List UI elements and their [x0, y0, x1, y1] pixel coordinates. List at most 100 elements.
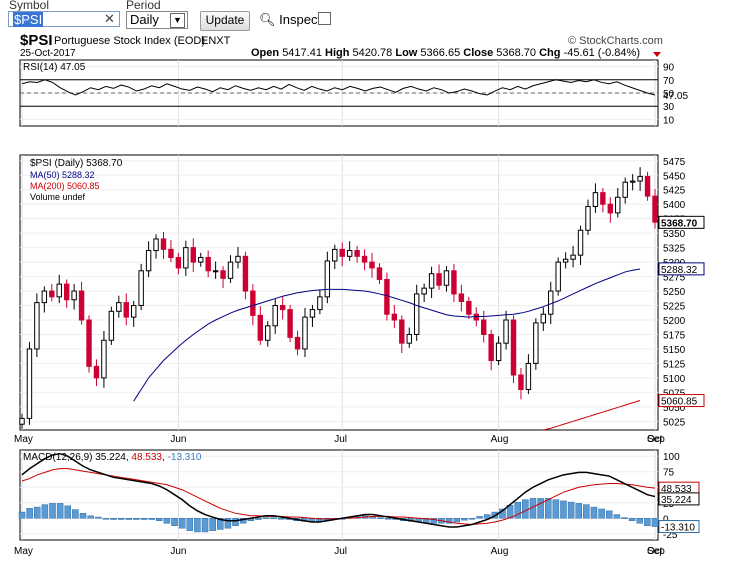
macd-histogram-bar [148, 518, 155, 520]
candle-body [116, 302, 122, 312]
macd-histogram-bar [605, 510, 613, 519]
candle-body [458, 293, 465, 302]
candle-body [339, 248, 345, 257]
candle-body [361, 255, 368, 263]
inspect-toggle[interactable]: 🔍︎ Inspect [259, 12, 321, 28]
ma200-value: 5060.85 [661, 397, 698, 408]
candle-body [317, 296, 323, 311]
candle-body [622, 181, 628, 198]
rsi-line [21, 79, 656, 96]
candle-body [600, 192, 606, 205]
rsi-y-tick-label: 10 [663, 115, 675, 126]
candle-body [592, 192, 599, 208]
macd-line [21, 452, 656, 528]
macd-histogram-value-box [658, 520, 700, 534]
update-button[interactable]: Update [200, 11, 250, 31]
rsi-legend: RSI(14) 47.05 [23, 62, 86, 73]
macd-histogram-bar [483, 514, 491, 519]
macd-histogram-bar [178, 518, 186, 529]
macd-histogram-bar [133, 518, 140, 520]
candle-body [518, 374, 524, 390]
macd-x-tick-label: Sep [647, 546, 665, 557]
price-y-tick-label: 5150 [663, 345, 686, 356]
candle-body [332, 248, 338, 262]
price-panel [19, 154, 659, 431]
macd-y-tick-label: 100 [663, 452, 680, 463]
candle-body [481, 319, 487, 335]
candle-body [198, 256, 204, 263]
candle-body [250, 290, 256, 316]
ohlc-readout: Open 5417.41 High 5420.78 Low 5366.65 Cl… [251, 47, 640, 59]
chart-area: $PSI Portuguese Stock Index (EOD) ENXT 2… [14, 32, 705, 557]
clear-icon[interactable]: ✕ [104, 11, 115, 26]
candle-body [533, 322, 539, 364]
symbol-label: Symbol [9, 0, 50, 12]
price-y-tick-label: 5475 [663, 157, 686, 168]
price-x-tick-label: Jul [334, 434, 347, 445]
candle-body [443, 270, 450, 286]
candle-body [302, 316, 308, 350]
symbol-input[interactable]: $PSI [8, 11, 120, 27]
macd-histogram-bar [33, 506, 41, 519]
candle-body [548, 290, 554, 315]
price-y-tick-label: 5175 [663, 330, 686, 341]
rsi-y-tick-label: 90 [663, 63, 675, 74]
candle-body [540, 313, 547, 324]
macd-histogram-bar [514, 501, 521, 519]
macd-histogram-bar [140, 518, 148, 520]
price-x-tick-label: Jun [170, 434, 186, 445]
price-y-tick-label: 5050 [663, 403, 686, 414]
macd-histogram-bar [201, 518, 209, 533]
price-y-tick-label: 5325 [663, 244, 686, 255]
macd-value: 35.224 [661, 495, 692, 506]
macd-histogram-bar [224, 518, 232, 529]
macd-histogram-bar [537, 498, 544, 519]
price-y-tick-label: 5225 [663, 302, 686, 313]
macd-histogram-bar [613, 514, 621, 519]
ma50-line [133, 268, 641, 402]
candle-body [86, 319, 92, 367]
macd-histogram-bar [628, 518, 636, 522]
candle-body [56, 283, 62, 298]
inspect-checkbox[interactable] [318, 12, 331, 25]
candle-body [562, 258, 569, 263]
macd-histogram-bar [95, 516, 102, 519]
chart-ticker: $PSI [20, 32, 53, 49]
macd-histogram-bar [156, 518, 163, 522]
candle-body [406, 333, 412, 344]
price-x-tick-label: Oct [647, 434, 663, 445]
price-y-tick-label: 5250 [663, 287, 686, 298]
candle-body [607, 203, 614, 214]
candle-body [108, 310, 115, 341]
macd-histogram-bar [445, 518, 453, 524]
macd-histogram-bar [194, 518, 201, 533]
macd-histogram-bar [209, 518, 216, 531]
candle-body [466, 300, 472, 315]
candle-body [637, 175, 643, 182]
candle-body [41, 290, 48, 304]
macd-histogram-bar [567, 501, 575, 519]
macd-histogram-bar [430, 518, 438, 524]
price-y-tick-label: 5075 [663, 388, 686, 399]
candle-body [376, 267, 383, 280]
candle-body [63, 283, 70, 301]
macd-histogram-value: -13.310 [661, 523, 695, 534]
macd-histogram-bar [270, 517, 277, 519]
period-select[interactable]: Daily ▼ [126, 11, 188, 29]
candle-body [26, 348, 33, 419]
price-y-tick-label: 5100 [663, 374, 686, 385]
candle-body [160, 238, 167, 250]
macd-histogram-bar [102, 518, 110, 520]
chart-exchange: ENXT [201, 35, 231, 47]
candle-body [644, 175, 651, 197]
price-y-tick-label: 5450 [663, 171, 686, 182]
candle-body [78, 290, 85, 321]
price-legend-main: $PSI (Daily) 5368.70 [30, 158, 123, 169]
candle-body [34, 302, 40, 350]
candle-body [101, 339, 107, 379]
macd-histogram-bar [468, 518, 476, 520]
macd-histogram-bar [125, 518, 133, 520]
rsi-y-tick-label: 70 [663, 76, 675, 87]
candle-body [130, 305, 137, 318]
chart-index-name: Portuguese Stock Index (EOD) [54, 35, 205, 47]
